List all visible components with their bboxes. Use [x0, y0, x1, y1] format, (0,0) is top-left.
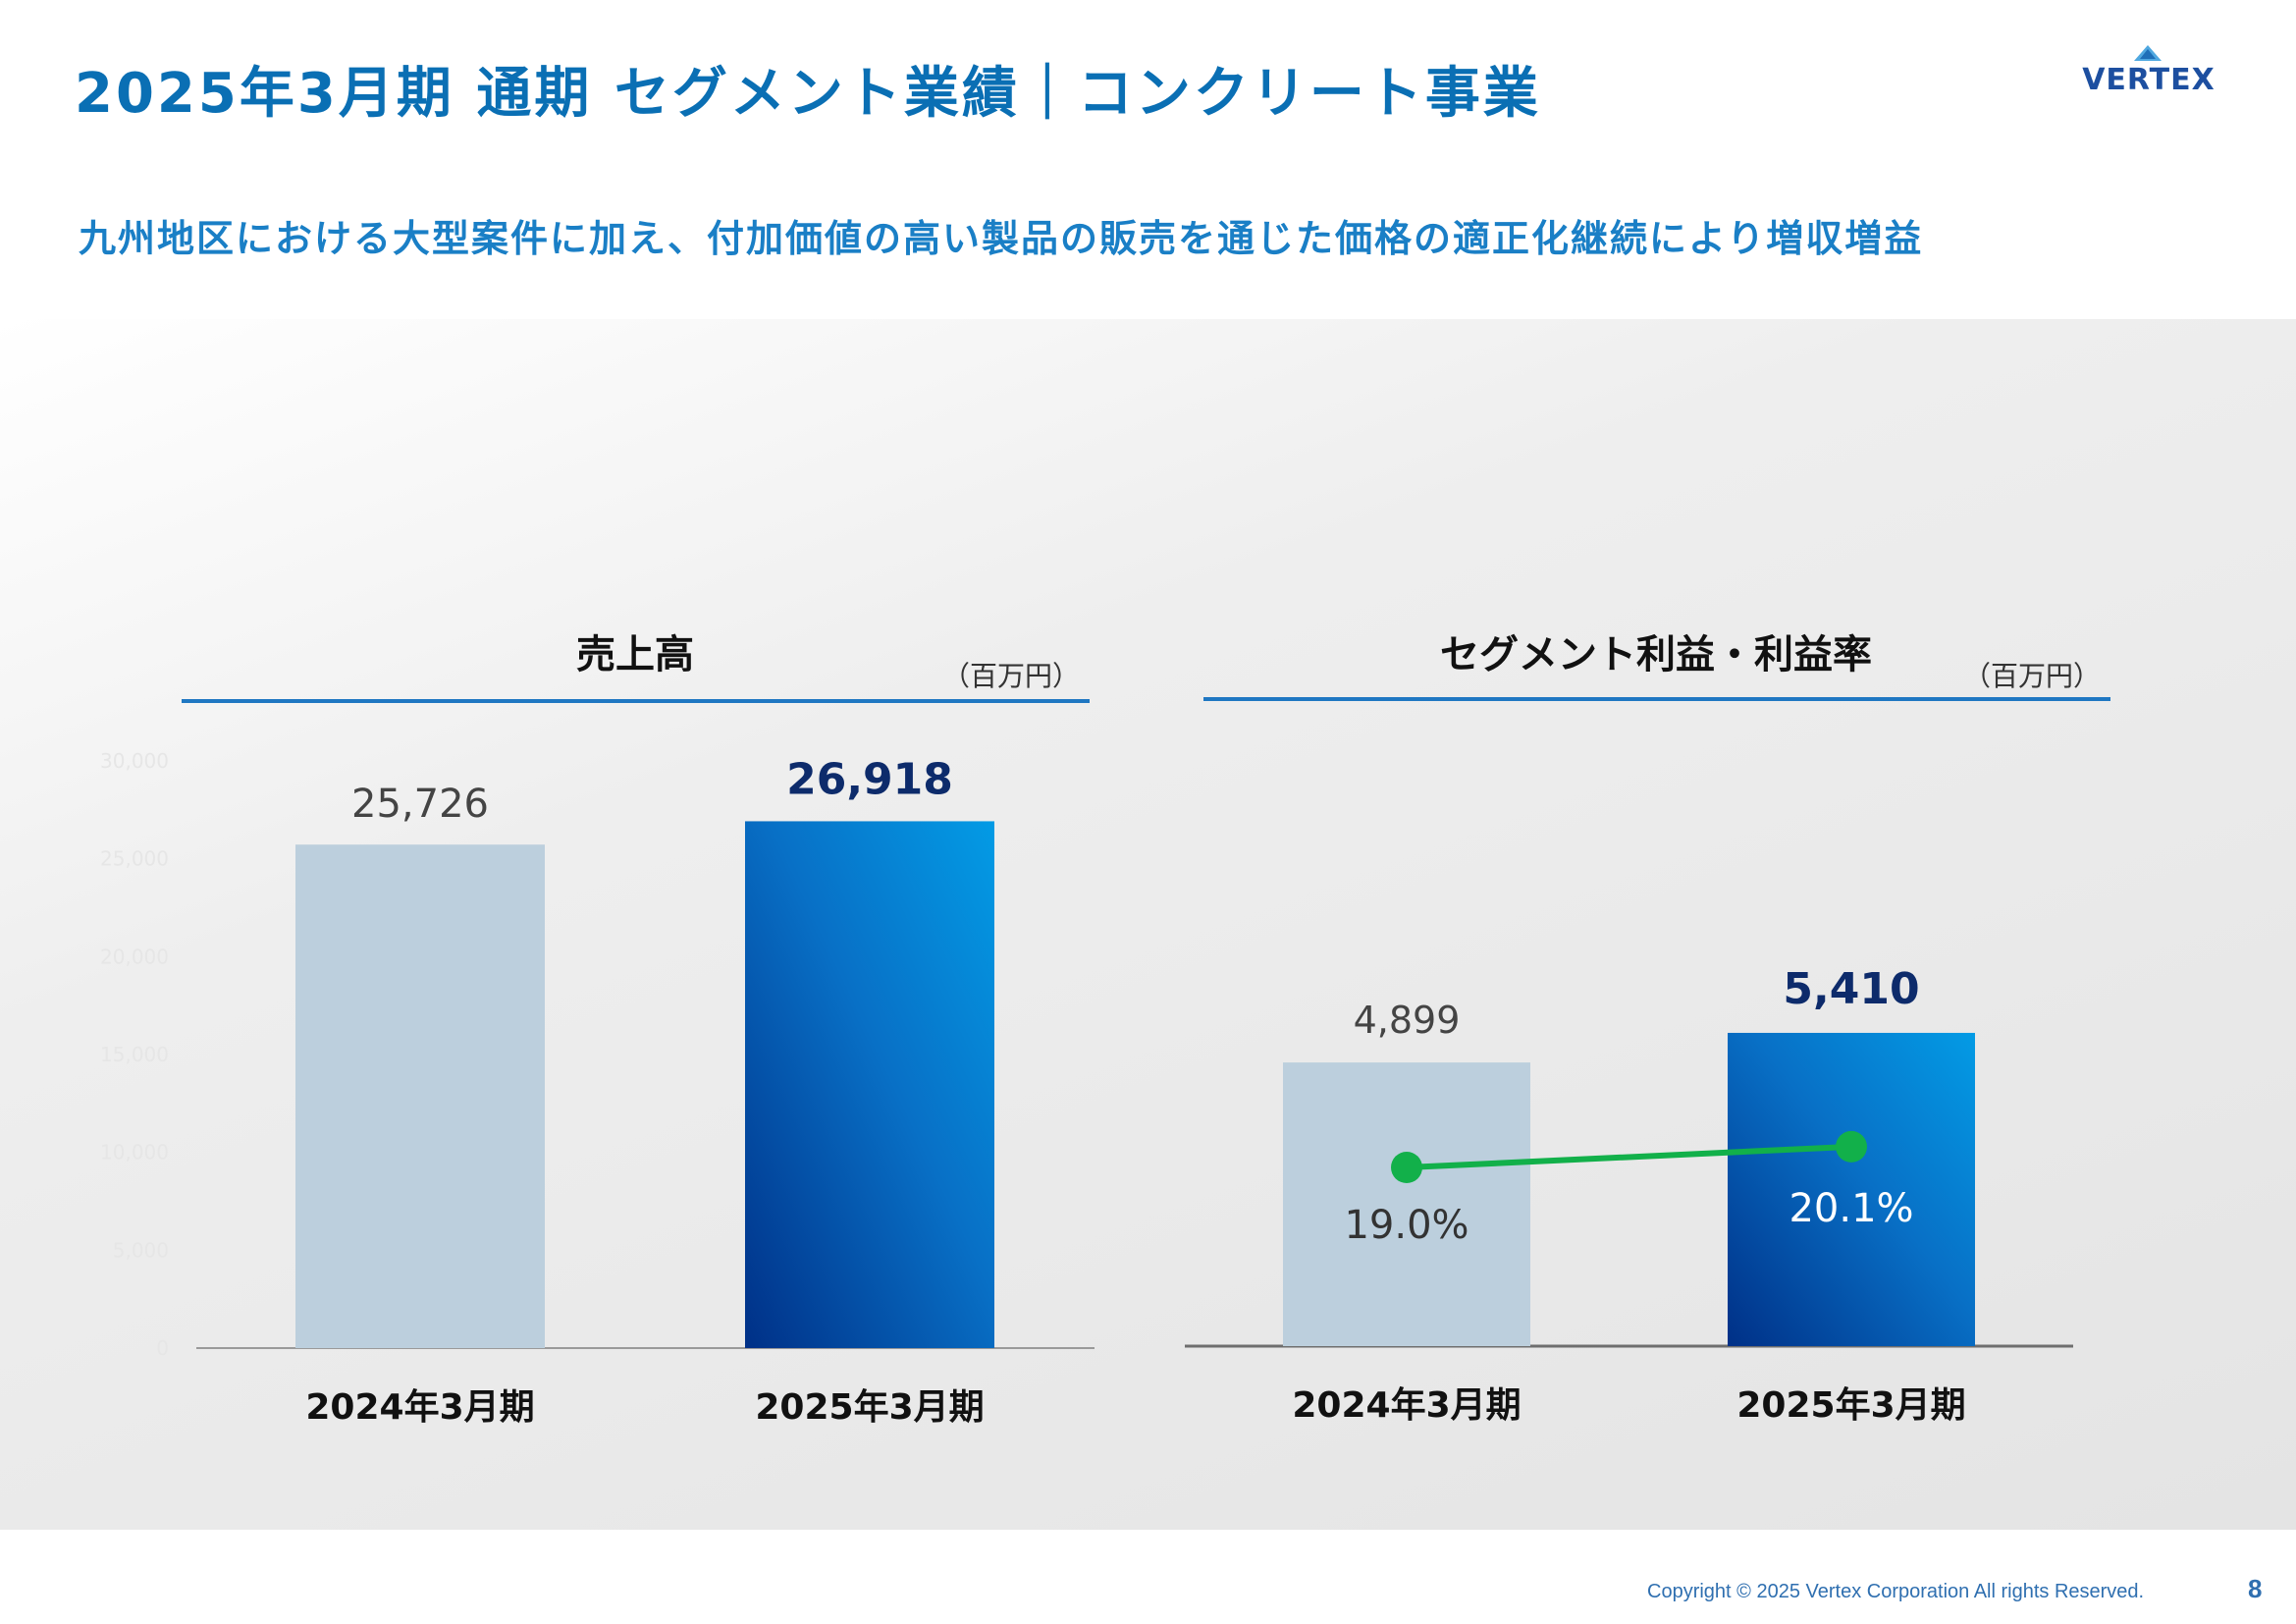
sales-ytick-label: 25,000 [100, 847, 169, 871]
margin-rate-label: 19.0% [1344, 1203, 1468, 1248]
profit-bar-2024 [1283, 1062, 1530, 1346]
sales-ytick-label: 0 [156, 1336, 169, 1360]
page-title: 2025年3月期 通期 セグメント業績｜コンクリート事業 [75, 62, 1541, 126]
sales-value-label: 25,726 [351, 782, 489, 827]
profit-bar-2025 [1728, 1032, 1975, 1346]
sales-value-label: 26,918 [786, 754, 953, 804]
profit-chart-unit: （百万円） [1963, 660, 2101, 692]
sales-ytick-label: 5,000 [113, 1238, 169, 1262]
copyright-text: Copyright © 2025 Vertex Corporation All … [1647, 1581, 2145, 1602]
profit-margin-line: 19.0% 20.1% [1344, 1130, 1914, 1248]
sales-category-label: 2024年3月期 [305, 1387, 534, 1428]
sales-ytick-label: 20,000 [100, 945, 169, 968]
sales-chart-title-underline [182, 699, 1090, 703]
logo-text: VERTEX [2082, 63, 2216, 97]
sales-chart-title: 売上高 [576, 632, 694, 677]
sales-chart-value-labels: 25,726 26,918 [351, 754, 953, 827]
margin-rate-line [1406, 1143, 1852, 1170]
sales-ytick-label: 30,000 [100, 749, 169, 773]
profit-chart-category-labels: 2024年3月期 2025年3月期 [1292, 1385, 1965, 1426]
page-number: 8 [2248, 1574, 2263, 1603]
profit-category-label: 2025年3月期 [1736, 1385, 1965, 1426]
profit-value-label: 4,899 [1354, 999, 1461, 1042]
profit-chart-bars [1283, 1032, 1975, 1346]
profit-category-label: 2024年3月期 [1292, 1385, 1521, 1426]
profit-chart-title-underline [1203, 697, 2110, 701]
sales-chart-yticks: 0 5,000 10,000 15,000 20,000 25,000 30,000 [100, 749, 169, 1360]
sales-chart-category-labels: 2024年3月期 2025年3月期 [305, 1387, 984, 1428]
margin-rate-point [1836, 1130, 1867, 1163]
sales-chart-bars [295, 821, 994, 1348]
vertex-logo: VERTEX [2082, 45, 2216, 97]
sales-ytick-label: 15,000 [100, 1043, 169, 1066]
sales-bar-2024 [295, 844, 545, 1348]
profit-value-label: 5,410 [1783, 964, 1919, 1014]
sales-chart: 売上高 （百万円） 0 5,000 10,000 15,000 20,000 25,000… [100, 632, 1095, 1428]
sales-chart-unit: （百万円） [942, 660, 1080, 692]
sales-ytick-label: 10,000 [100, 1141, 169, 1164]
profit-chart-value-labels: 4,899 5,410 [1354, 964, 1920, 1042]
sales-category-label: 2025年3月期 [755, 1387, 984, 1428]
page-subtitle: 九州地区における大型案件に加え、付加価値の高い製品の販売を通じた価格の適正化継続… [79, 217, 1924, 260]
sales-bar-2025 [745, 821, 994, 1348]
margin-rate-label: 20.1% [1789, 1186, 1913, 1231]
margin-rate-point [1391, 1152, 1422, 1183]
profit-chart-title: セグメント利益・利益率 [1440, 632, 1872, 677]
